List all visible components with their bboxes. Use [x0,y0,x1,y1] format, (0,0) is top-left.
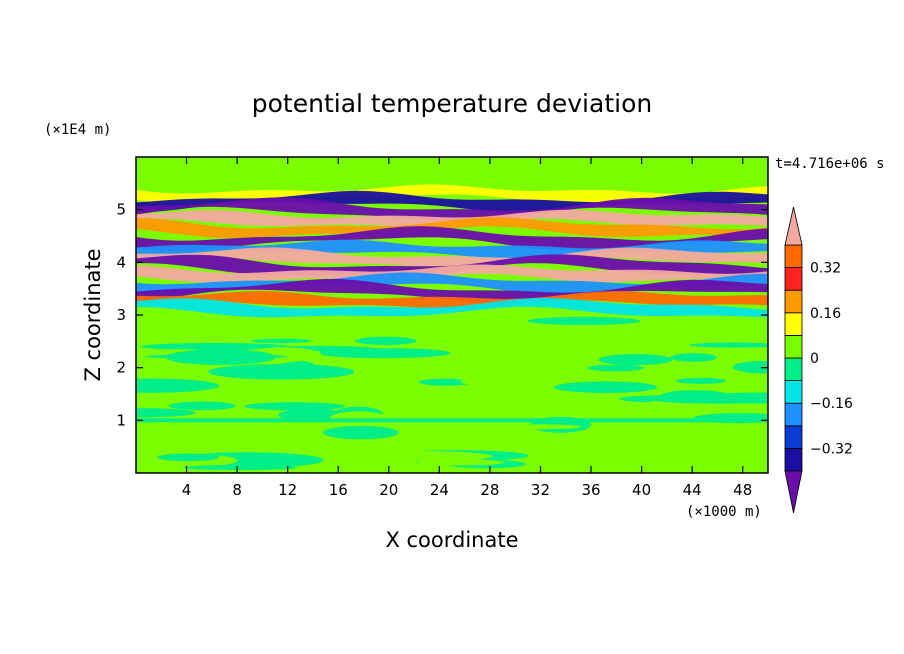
colorbar-segment [784,244,803,269]
field-patch [419,378,473,386]
colorbar-max-arrow [784,206,803,246]
colorbar-segment [784,447,803,472]
field-patch [498,424,582,430]
contour-field [136,157,768,473]
field-patch [569,441,642,455]
contour-band [136,184,768,204]
field-patch [648,394,768,404]
contour-band [136,226,768,252]
x-tick-label: 48 [733,481,752,499]
field-patch [208,364,355,380]
field-patch [689,342,768,348]
x-axis-label: X coordinate [385,528,518,552]
y-tick-label: 5 [116,201,126,219]
field-patch [670,353,717,362]
colorbar-segment [784,357,803,382]
contour-band [136,264,768,283]
field-patch [136,418,768,423]
field-patch [160,392,250,397]
field-patch [390,324,512,335]
y-tick-label: 2 [116,359,126,377]
field-patch [460,376,516,386]
contour-band [136,279,768,304]
colorbar: 0.32 0.16 0 −0.16 −0.32 [784,206,853,514]
field-patch [165,349,276,366]
field-patch [587,364,644,372]
field-patch [278,408,347,422]
colorbar-segment [784,334,803,359]
field-patch [148,438,234,454]
colorbar-segment [784,312,803,336]
contour-band [136,209,768,227]
x-tick-label: 40 [632,481,651,499]
colorbar-tick-label: 0.16 [810,306,841,322]
field-patch [316,348,451,359]
x-tick-label: 16 [329,481,348,499]
contour-band [136,291,768,309]
colorbar-tick-label: −0.32 [810,441,853,457]
field-patch [223,385,302,390]
x-tick-label: 44 [683,481,702,499]
y-tick-label: 1 [116,411,126,429]
x-unit-label: (×1000 m) [686,504,762,520]
y-axis-label: Z coordinate [81,248,105,381]
field-patch [168,401,236,411]
x-tick-label: 24 [430,481,449,499]
colorbar-tick-label: 0.32 [810,261,841,277]
time-label: t=4.716e+06 s [775,156,885,172]
colorbar-tick-label: −0.16 [810,396,853,412]
y-tick-label: 4 [116,253,126,271]
x-tick-label: 12 [278,481,297,499]
x-tick-label: 36 [581,481,600,499]
colorbar-segment [784,267,803,291]
field-patch [136,378,220,393]
contour-band [136,190,768,213]
field-patch [442,395,497,411]
contour-band [136,272,768,295]
x-tick-label: 4 [182,481,192,499]
field-patch [141,343,289,351]
chart-title: potential temperature deviation [252,89,652,118]
field-patch [157,453,220,462]
field-patch [598,354,673,366]
colorbar-segment [784,402,803,427]
contour-band [136,217,768,238]
field-patch [323,425,399,440]
field-patch [335,450,493,462]
field-patch [355,336,417,345]
x-tick-label: 20 [379,481,398,499]
field-patch [251,338,312,344]
x-axis: 4 8 12 16 20 24 28 32 36 40 44 48 [182,157,752,499]
x-tick-label: 32 [531,481,550,499]
colorbar-segment [784,425,803,449]
colorbar-segment [784,289,803,314]
contour-band [136,247,768,268]
colorbar-segment [784,380,803,404]
y-axis: 1 2 3 4 5 [116,201,768,429]
y-tick-label: 3 [116,306,126,324]
field-patch [136,408,196,418]
field-patch [676,319,768,333]
x-tick-label: 28 [480,481,499,499]
contour-band [136,239,768,259]
field-patch [676,377,727,384]
field-patch [385,317,449,327]
field-patch [634,378,768,391]
field-patch [554,381,658,393]
field-patch [732,361,768,374]
field-patch [527,316,641,325]
x-tick-label: 8 [232,481,242,499]
contour-band [136,197,768,222]
colorbar-tick-label: 0 [810,351,819,367]
contour-band [136,297,768,318]
field-patch [417,459,505,466]
colorbar-min-arrow [784,470,803,514]
field-patch [243,402,345,411]
y-unit-label: (×1E4 m) [44,122,111,138]
field-patch [182,465,298,471]
